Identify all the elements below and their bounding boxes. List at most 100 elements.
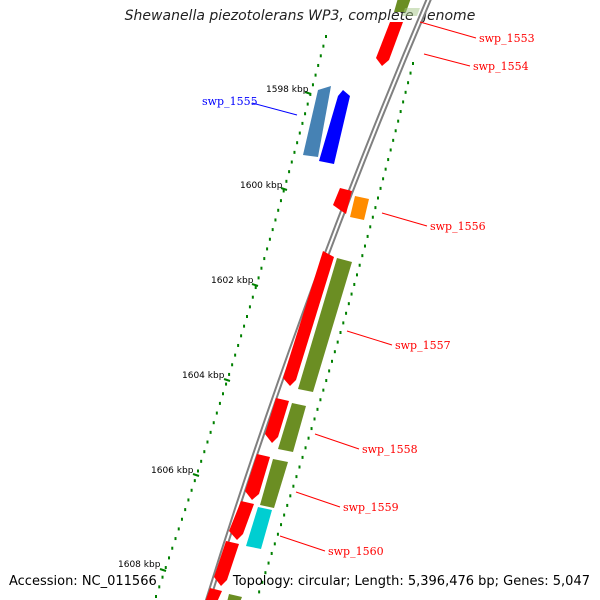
gene-swp-1555-b[interactable]	[319, 90, 350, 164]
gene-bottom-b[interactable]	[205, 588, 222, 600]
outer-track-dot	[237, 343, 240, 347]
leader-swp-1553	[419, 21, 477, 39]
gene-bottom-c[interactable]	[227, 594, 242, 600]
outer-track-dot	[285, 179, 288, 183]
inner-track-dot	[374, 206, 377, 210]
outer-track-dot	[279, 199, 282, 203]
outer-track-dot	[246, 315, 248, 318]
inner-track-dot	[331, 359, 334, 363]
accession-text: Accession: NC_011566	[9, 574, 157, 589]
gene-swp-1555-a[interactable]	[303, 86, 331, 157]
outer-dotted-track	[155, 35, 327, 598]
inner-track-dot	[404, 90, 407, 94]
inner-track-dot	[389, 148, 392, 152]
inner-track-dot	[276, 532, 279, 536]
inner-track-dot	[328, 369, 331, 373]
gene-label-swp-1558[interactable]: swp_1558	[362, 443, 418, 456]
outer-track-dot	[209, 430, 212, 434]
outer-track-dot	[225, 382, 228, 386]
gene-swp-1559-b[interactable]	[260, 459, 288, 508]
outer-track-dot	[260, 266, 263, 270]
outer-track-dot	[314, 73, 317, 77]
gene-swp-1557-a[interactable]	[283, 251, 334, 386]
inner-track-dot	[333, 350, 336, 354]
map-title: Shewanella piezotolerans WP3, complete g…	[124, 8, 476, 24]
gene-label-swp-1557[interactable]: swp_1557	[395, 339, 451, 352]
inner-track-dot	[382, 177, 385, 181]
outer-track-dot	[177, 527, 180, 531]
outer-track-dot	[254, 286, 257, 290]
gene-swp-1558-a[interactable]	[265, 398, 289, 443]
gene-swp-1556-b[interactable]	[350, 196, 369, 220]
gene-swp-1556-a[interactable]	[333, 188, 352, 214]
gene-label-swp-1560[interactable]: swp_1560	[328, 545, 384, 558]
genome-summary-text: Topology: circular; Length: 5,396,476 bp…	[232, 574, 590, 589]
outer-track-dot	[193, 479, 196, 483]
gene-label-swp-1553[interactable]: swp_1553	[479, 32, 535, 45]
inner-track-dot	[267, 561, 270, 565]
inner-track-dot	[363, 244, 366, 248]
outer-track-dot	[155, 595, 157, 598]
gene-label-swp-1556[interactable]: swp_1556	[430, 220, 486, 233]
inner-track-dot	[350, 292, 353, 296]
inner-track-dot	[307, 436, 310, 440]
kbp-label-1600: 1600 kbp	[240, 181, 283, 191]
leader-swp-1556	[381, 212, 428, 227]
leader-swp-1558	[314, 433, 360, 450]
gene-swp-1557-b[interactable]	[298, 258, 352, 392]
gene-label-swp-1554[interactable]: swp_1554	[473, 60, 529, 73]
outer-track-dot	[218, 401, 221, 405]
gene-bottom-a[interactable]	[214, 541, 239, 586]
inner-track-dot	[316, 407, 319, 411]
inner-track-dot	[353, 282, 356, 286]
inner-track-dot	[384, 167, 387, 171]
outer-track-dot	[215, 411, 218, 415]
inner-track-dot	[261, 580, 264, 584]
outer-track-dot	[164, 566, 167, 570]
gene-swp-1558-b[interactable]	[278, 403, 306, 452]
outer-track-dot	[257, 276, 260, 280]
gene-swp-1559-a[interactable]	[245, 454, 270, 500]
leader-swp-1557	[346, 330, 393, 346]
outer-track-dot	[221, 392, 224, 396]
inner-track-dot	[402, 100, 405, 104]
inner-track-dot	[289, 494, 292, 498]
inner-track-dot	[339, 331, 342, 334]
kbp-label-1608: 1608 kbp	[118, 560, 161, 570]
inner-track-dot	[412, 62, 414, 65]
inner-track-dot	[399, 110, 402, 114]
inner-track-dot	[280, 523, 283, 527]
outer-track-dot	[161, 575, 164, 579]
gene-label-swp-1559[interactable]: swp_1559	[343, 501, 399, 514]
outer-track-dot	[168, 556, 171, 560]
gene-swp-1560-a[interactable]	[229, 501, 254, 540]
gene-swp-1553[interactable]	[376, 22, 403, 66]
inner-track-dot	[355, 273, 358, 277]
inner-track-dot	[345, 311, 348, 315]
inner-track-dot	[292, 484, 295, 488]
inner-track-dot	[392, 138, 395, 142]
outer-track-dot	[196, 469, 199, 473]
outer-track-dot	[231, 363, 234, 367]
outer-track-dot	[180, 517, 183, 521]
inner-track-dot	[310, 427, 313, 431]
gene-label-swp-1555[interactable]: swp_1555	[202, 95, 258, 108]
outer-track-dot	[190, 488, 193, 492]
inner-track-dot	[376, 196, 379, 200]
inner-track-dot	[298, 465, 301, 469]
outer-track-dot	[206, 440, 209, 444]
outer-track-dot	[212, 421, 215, 425]
inner-track-dot	[361, 254, 364, 258]
major-tick	[304, 91, 312, 95]
gene-swp-1560-b[interactable]	[246, 507, 272, 549]
inner-track-dot	[313, 417, 316, 421]
outer-track-dot	[187, 498, 190, 502]
outer-track-dot	[263, 257, 266, 261]
outer-track-dot	[277, 208, 280, 212]
major-ticks	[159, 91, 312, 572]
inner-track-dot	[336, 340, 339, 344]
inner-track-dot	[325, 379, 328, 383]
inner-track-dot	[394, 129, 397, 133]
inner-track-dot	[366, 234, 369, 238]
inner-track-dot	[301, 455, 304, 459]
